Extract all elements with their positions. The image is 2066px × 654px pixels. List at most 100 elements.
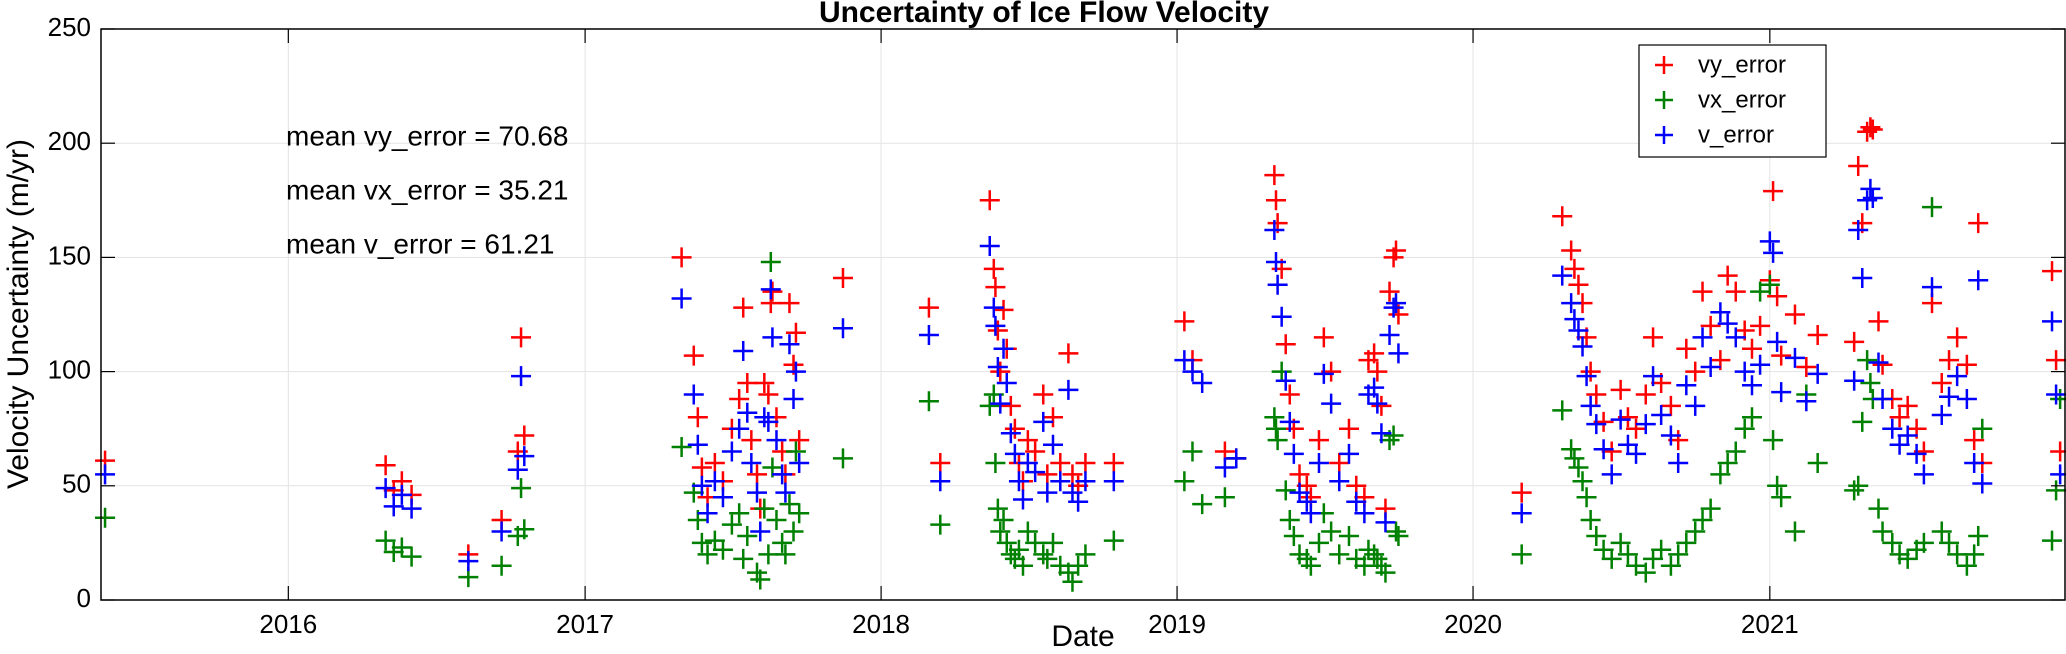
data-point-vx-error (691, 532, 712, 553)
data-point-v-error (1593, 439, 1614, 460)
data-point-v-error (1759, 231, 1780, 252)
data-point-v-error (691, 475, 712, 496)
data-point-v-error (1300, 503, 1321, 524)
data-point-v-error (1626, 443, 1647, 464)
data-point-vy-error (1872, 354, 1893, 375)
data-point-vx-error (697, 544, 718, 565)
legend-marker-vy-error (1655, 56, 1673, 74)
data-point-vy-error (729, 389, 750, 410)
data-point-vx-error (1192, 494, 1213, 515)
data-point-v-error (762, 327, 783, 348)
data-point-v-error (1371, 423, 1392, 444)
data-point-vy-error (983, 258, 1004, 279)
data-point-v-error (1008, 471, 1029, 492)
data-point-vx-error (1759, 274, 1780, 295)
data-point-v-error (1058, 379, 1079, 400)
data-point-vy-error (1329, 452, 1350, 473)
data-point-v-error (1552, 265, 1573, 286)
data-point-v-error (1725, 327, 1746, 348)
data-point-v-error (1379, 325, 1400, 346)
data-point-vx-error (95, 507, 116, 528)
data-point-v-error (1763, 242, 1784, 263)
data-point-vy-error (1004, 418, 1025, 439)
data-point-vy-error (1552, 206, 1573, 227)
data-point-vx-error (1068, 555, 1089, 576)
data-point-vx-error (1043, 532, 1063, 553)
data-point-v-error (1956, 389, 1977, 410)
data-point-vx-error (1511, 544, 1532, 565)
data-point-vy-error (1386, 240, 1407, 261)
annotation-mean-v: mean v_error = 61.21 (286, 228, 555, 259)
data-point-vx-error (1734, 418, 1755, 439)
data-point-vy-error (1931, 373, 1952, 394)
data-point-vx-error (1956, 555, 1977, 576)
data-point-v-error (1192, 373, 1213, 394)
data-point-v-error (2042, 311, 2063, 332)
data-point-vy-error (511, 327, 532, 348)
data-point-vx-error (1564, 448, 1585, 469)
data-point-vx-error (832, 448, 853, 469)
data-point-vx-error (1329, 544, 1350, 565)
data-point-v-error (1734, 361, 1755, 382)
data-point-v-error (983, 297, 1004, 318)
data-point-vx-error (1872, 521, 1893, 542)
data-point-v-error (1906, 443, 1927, 464)
data-point-v-error (1964, 452, 1985, 473)
data-point-v-error (1852, 267, 1873, 288)
data-point-vy-error (375, 455, 396, 476)
data-point-v-error (1643, 366, 1664, 387)
data-point-vx-error (1601, 548, 1622, 569)
data-point-v-error (507, 459, 528, 480)
y-tick-label: 100 (48, 354, 91, 384)
data-point-v-error (1635, 414, 1656, 435)
data-point-v-error (458, 551, 479, 572)
data-point-v-error (1265, 251, 1286, 272)
data-point-vx-error (721, 514, 742, 535)
plot-frame (100, 28, 2066, 601)
data-point-vy-error (747, 464, 768, 485)
data-point-v-error (511, 366, 532, 387)
data-point-vx-error (1300, 555, 1321, 576)
data-point-vx-error (750, 569, 771, 590)
data-point-vx-error (1075, 544, 1096, 565)
data-point-v-error (1174, 350, 1195, 371)
data-point-vx-error (1868, 498, 1889, 519)
data-point-vy-error (1367, 361, 1388, 382)
data-point-vx-error (783, 521, 804, 542)
data-point-vy-error (1379, 281, 1400, 302)
data-point-vy-error (1371, 395, 1392, 416)
data-point-vx-error (1321, 521, 1342, 542)
data-point-vx-error (391, 537, 412, 558)
data-point-vx-error (1383, 425, 1404, 446)
data-point-vx-error (1338, 526, 1359, 547)
data-point-v-error (1784, 347, 1805, 368)
y-tick-label: 150 (48, 240, 91, 270)
data-point-v-error (1375, 512, 1396, 533)
data-point-vx-error (1668, 544, 1689, 565)
data-point-v-error (1576, 366, 1597, 387)
data-point-vy-error (779, 293, 800, 314)
data-point-v-error (772, 464, 793, 485)
data-point-vy-error (832, 267, 853, 288)
data-point-v-error (1275, 370, 1296, 391)
data-point-vx-error (511, 478, 532, 499)
data-point-vx-error (375, 530, 396, 551)
data-point-vx-error (1386, 521, 1407, 542)
data-point-vy-error (1807, 325, 1828, 346)
data-point-v-error (687, 434, 708, 455)
data-point-vy-error (1313, 327, 1334, 348)
data-point-v-error (683, 384, 704, 405)
data-point-vy-error (741, 430, 762, 451)
data-point-vx-error (1860, 373, 1881, 394)
data-point-vx-error (1267, 430, 1288, 451)
data-point-vx-error (1103, 530, 1124, 551)
data-point-v-error (1308, 452, 1329, 473)
data-point-v-error (1283, 443, 1304, 464)
data-point-v-error (775, 482, 796, 503)
legend-entry-vx-error: vx_error (1655, 86, 1786, 113)
data-point-vx-error (1576, 487, 1597, 508)
data-point-vx-error (1643, 548, 1664, 569)
data-point-v-error (1767, 331, 1788, 352)
data-point-vx-error (987, 498, 1008, 519)
data-point-vx-error (766, 510, 787, 531)
